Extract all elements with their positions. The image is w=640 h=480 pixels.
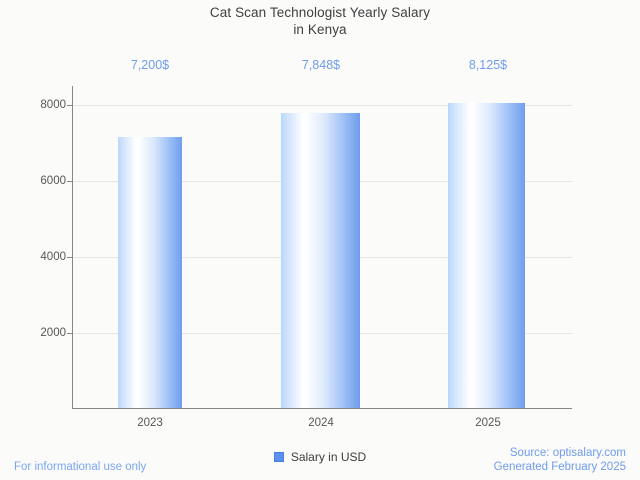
footer-source-block: Source: optisalary.com Generated Februar…	[494, 446, 626, 474]
chart-title: Cat Scan Technologist Yearly Salary in K…	[0, 4, 640, 38]
legend-swatch-icon	[273, 452, 284, 462]
tick-mark-8000	[67, 105, 72, 106]
bar-2025[interactable]	[448, 103, 525, 408]
chart-title-line-2: in Kenya	[293, 22, 347, 37]
footer-disclaimer: For informational use only	[14, 461, 147, 473]
tick-mark-6000	[67, 181, 72, 182]
tick-mark-4000	[67, 257, 72, 258]
chart-title-line-1: Cat Scan Technologist Yearly Salary	[209, 5, 431, 20]
category-label-2024: 2024	[308, 417, 334, 429]
value-label-2025: 8,125$	[468, 58, 508, 72]
y-tick-label-2000: 2000	[40, 327, 66, 339]
y-tick-label-6000: 6000	[40, 175, 66, 187]
chart-legend[interactable]: Salary in USD	[0, 450, 640, 464]
bar-2024[interactable]	[281, 113, 360, 408]
gridline-8000	[72, 105, 572, 106]
y-tick-label-8000: 8000	[40, 99, 66, 111]
footer-generated: Generated February 2025	[493, 461, 626, 473]
y-axis-line	[72, 86, 73, 409]
y-tick-label-4000: 4000	[40, 251, 66, 263]
category-label-2023: 2023	[137, 417, 163, 429]
category-label-2025: 2025	[475, 417, 501, 429]
value-label-2023: 7,200$	[130, 58, 170, 72]
bar-2023[interactable]	[118, 137, 182, 408]
plot-area	[67, 86, 572, 409]
value-label-2024: 7,848$	[301, 58, 341, 72]
legend-item-label: Salary in USD	[290, 450, 367, 464]
footer-source: Source: optisalary.com	[509, 447, 626, 459]
tick-mark-2000	[67, 333, 72, 334]
x-axis-line	[72, 408, 572, 409]
